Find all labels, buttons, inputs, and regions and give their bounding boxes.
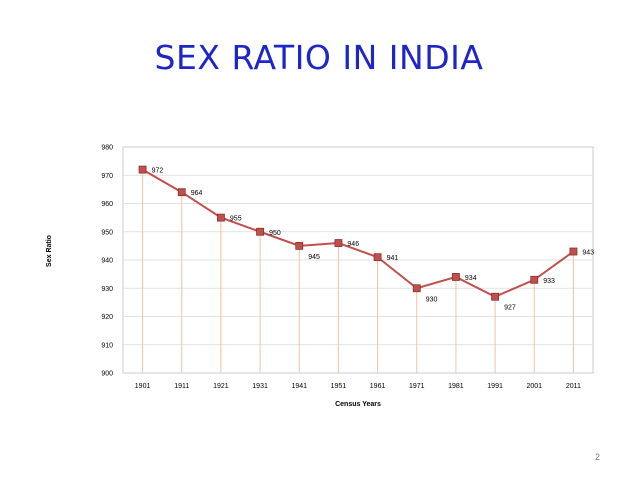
y-tick-label: 950 [101,229,113,236]
data-point-marker [452,273,460,281]
drop-lines [142,169,574,373]
data-labels: 972 964 955 950 945 946 941 930 934 927 933 943 [152,168,595,312]
data-label: 941 [387,255,399,262]
x-tick-label: 1931 [252,383,268,390]
x-tick-label: 1941 [291,383,307,390]
x-tick-label: 2011 [566,383,581,390]
data-point-marker [491,292,499,301]
x-tick-label: 1961 [370,383,386,390]
data-label: 943 [582,250,594,257]
data-point-marker [256,227,264,236]
data-point-marker [334,239,343,247]
y-tick-label: 980 [101,145,113,152]
data-label: 930 [426,296,438,303]
y-tick-label: 940 [101,258,113,265]
y-tick-label: 900 [101,371,113,378]
data-markers [138,165,578,301]
data-label: 946 [347,241,359,248]
y-tick-label: 960 [101,201,113,208]
slide-title: SEX RATIO IN INDIA [154,38,484,77]
data-point-marker [412,284,421,293]
y-tick-label: 910 [101,342,113,349]
y-tick-label: 970 [101,173,113,180]
y-axis-title: Sex Ratio [46,235,53,267]
y-axis-ticks: 900 910 920 930 940 950 960 970 980 [101,145,113,378]
x-axis-title: Census Years [335,401,381,408]
data-label: 933 [543,278,555,285]
data-label: 945 [308,254,320,261]
x-axis-ticks: 1901 1911 1921 1931 1941 1951 1961 1971 1981 1991… [135,383,581,390]
data-label: 955 [230,216,242,223]
x-tick-label: 1901 [135,383,151,390]
data-label: 927 [504,305,516,312]
data-label: 972 [152,168,164,175]
x-tick-label: 1951 [331,383,347,390]
data-point-marker [138,165,147,174]
data-label: 950 [269,230,281,237]
data-point-marker [295,241,304,250]
data-point-marker [177,188,186,197]
y-tick-label: 930 [101,286,113,293]
data-point-marker [217,213,225,222]
data-point-marker [530,275,539,284]
data-point-marker [373,253,382,262]
y-tick-label: 920 [101,314,113,321]
x-tick-label: 1921 [213,383,229,390]
x-tick-label: 1911 [174,383,189,390]
data-point-marker [569,247,578,256]
x-tick-label: 1971 [409,383,425,390]
x-tick-label: 1981 [448,383,464,390]
page-number: 2 [594,452,600,462]
series-line [142,168,575,298]
x-tick-label: 2001 [526,383,542,390]
x-tick-label: 1991 [487,383,503,390]
data-label: 964 [191,190,203,197]
data-label: 934 [465,275,477,282]
